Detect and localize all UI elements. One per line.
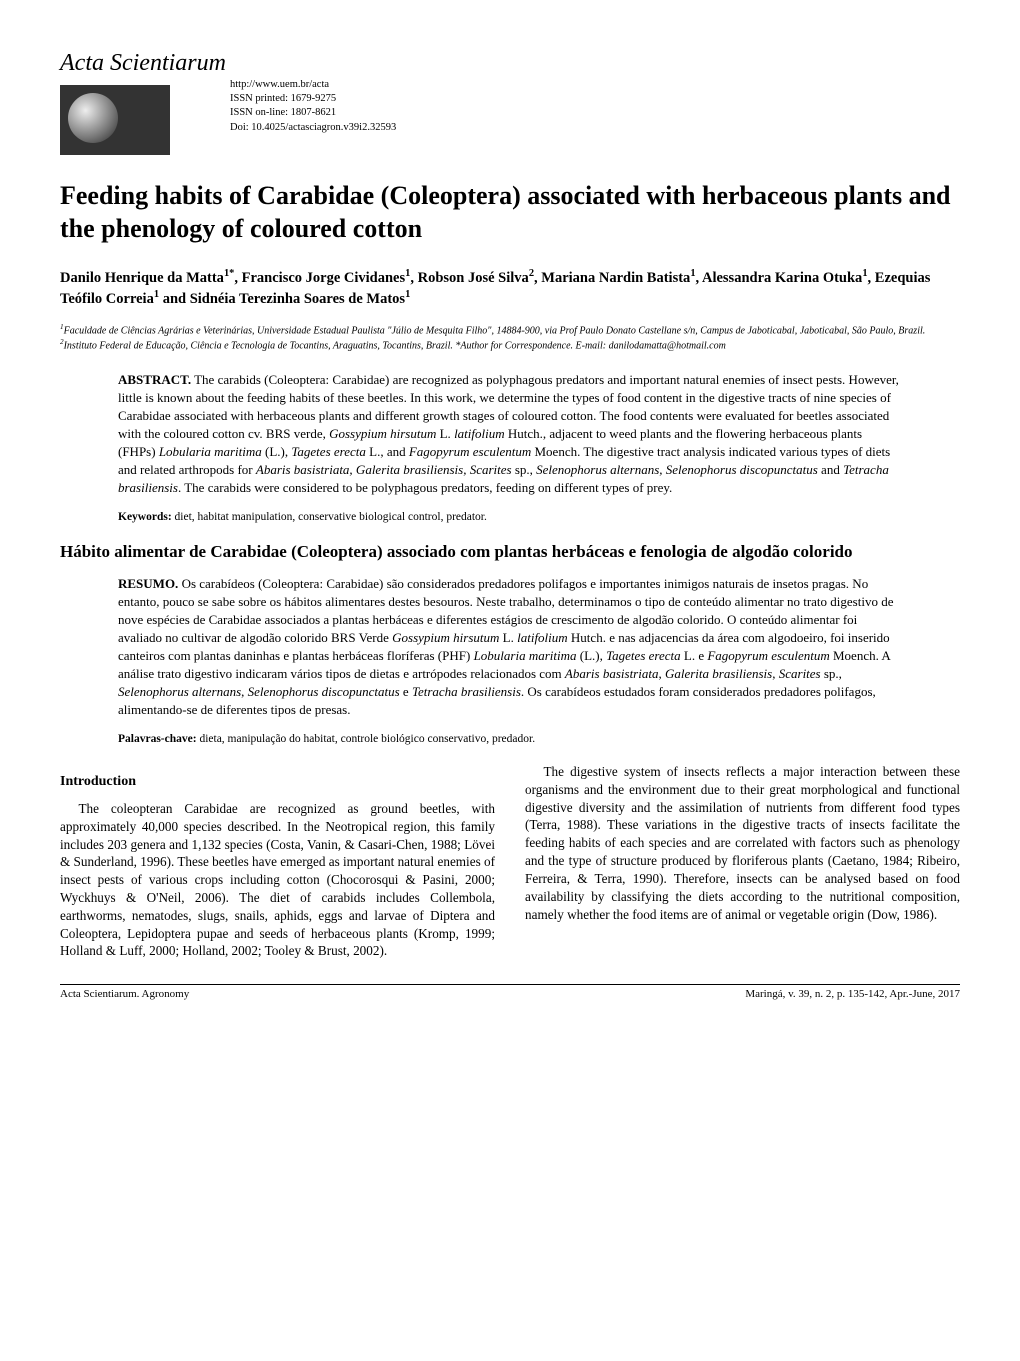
issn-print: ISSN printed: 1679-9275 <box>230 92 396 106</box>
intro-paragraph-1: The coleopteran Carabidae are recognized… <box>60 800 495 960</box>
journal-logo-icon <box>60 85 170 155</box>
journal-meta: http://www.uem.br/acta ISSN printed: 167… <box>230 50 396 135</box>
abstract-body: The carabids (Coleoptera: Carabidae) are… <box>118 372 899 495</box>
column-left: Introduction The coleopteran Carabidae a… <box>60 763 495 960</box>
resumo: RESUMO. Os carabídeos (Coleoptera: Carab… <box>118 575 902 719</box>
keywords: Keywords: diet, habitat manipulation, co… <box>118 511 902 523</box>
resumo-body: Os carabídeos (Coleoptera: Carabidae) sã… <box>118 576 893 717</box>
abstract: ABSTRACT. The carabids (Coleoptera: Cara… <box>118 371 902 497</box>
footer-right: Maringá, v. 39, n. 2, p. 135-142, Apr.-J… <box>745 988 960 1000</box>
journal-url: http://www.uem.br/acta <box>230 78 396 92</box>
palavras-text: dieta, manipulação do habitat, controle … <box>199 733 535 745</box>
resumo-label: RESUMO. <box>118 576 178 591</box>
abstract-label: ABSTRACT. <box>118 372 191 387</box>
header: Acta Scientiarum http://www.uem.br/acta … <box>60 50 960 160</box>
palavras-chave: Palavras-chave: dieta, manipulação do ha… <box>118 733 902 745</box>
introduction-heading: Introduction <box>60 773 495 792</box>
authors: Danilo Henrique da Matta1*, Francisco Jo… <box>60 267 960 309</box>
keywords-text: diet, habitat manipulation, conservative… <box>175 511 487 523</box>
page-footer: Acta Scientiarum. Agronomy Maringá, v. 3… <box>60 984 960 1000</box>
body-columns: Introduction The coleopteran Carabidae a… <box>60 763 960 960</box>
issn-online: ISSN on-line: 1807-8621 <box>230 106 396 120</box>
article-title: Feeding habits of Carabidae (Coleoptera)… <box>60 180 960 245</box>
keywords-label: Keywords: <box>118 511 172 523</box>
palavras-label: Palavras-chave: <box>118 733 197 745</box>
affiliations: 1Faculdade de Ciências Agrárias e Veteri… <box>60 323 960 353</box>
doi: Doi: 10.4025/actasciagron.v39i2.32593 <box>230 121 396 135</box>
journal-name: Acta Scientiarum <box>60 50 230 77</box>
intro-paragraph-2: The digestive system of insects reflects… <box>525 763 960 923</box>
journal-logo-column: Acta Scientiarum <box>60 50 230 160</box>
footer-left: Acta Scientiarum. Agronomy <box>60 988 189 1000</box>
subtitle-pt: Hábito alimentar de Carabidae (Coleopter… <box>60 541 960 563</box>
column-right: The digestive system of insects reflects… <box>525 763 960 960</box>
